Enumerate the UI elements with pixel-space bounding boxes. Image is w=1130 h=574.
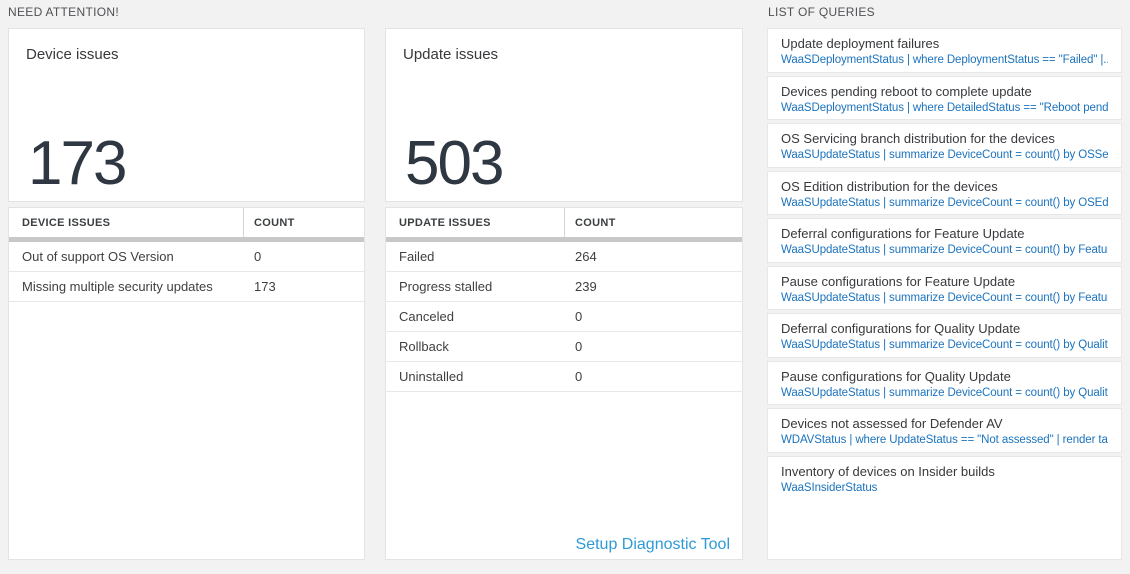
query-code-link[interactable]: WaaSUpdateStatus | summarize DeviceCount… xyxy=(781,291,1108,304)
query-item[interactable]: Devices pending reboot to complete updat… xyxy=(767,75,1122,120)
header-divider-bar xyxy=(9,237,364,242)
query-title: Update deployment failures xyxy=(781,36,940,51)
issue-label: Failed xyxy=(399,249,435,264)
query-code-link[interactable]: WaaSInsiderStatus xyxy=(781,481,878,494)
issue-count: 0 xyxy=(254,249,262,264)
header-divider-bar xyxy=(386,237,742,242)
device-table-col1-header: DEVICE ISSUES xyxy=(9,208,244,237)
update-issues-table: UPDATE ISSUES COUNT Failed 264 Progress … xyxy=(385,207,743,560)
issue-label: Out of support OS Version xyxy=(22,249,174,264)
query-code-link[interactable]: WaaSUpdateStatus | summarize DeviceCount… xyxy=(781,339,1108,351)
update-table-header: UPDATE ISSUES COUNT xyxy=(386,208,742,237)
query-code-link[interactable]: WaaSDeploymentStatus | where DeploymentS… xyxy=(781,54,1108,66)
issue-count: 173 xyxy=(254,279,276,294)
device-issues-table: DEVICE ISSUES COUNT Out of support OS Ve… xyxy=(8,207,365,560)
device-table-col2-header: COUNT xyxy=(254,216,295,229)
query-item[interactable]: Devices not assessed for Defender AV WDA… xyxy=(767,408,1122,453)
update-issues-title: Update issues xyxy=(403,46,499,63)
query-title: Pause configurations for Feature Update xyxy=(781,273,1016,289)
table-row[interactable]: Uninstalled 0 xyxy=(386,362,742,392)
query-title: OS Servicing branch distribution for the… xyxy=(781,131,1055,146)
query-code-link[interactable]: WaaSDeploymentStatus | where DetailedSta… xyxy=(781,101,1108,114)
table-row[interactable]: Rollback 0 xyxy=(386,332,742,362)
update-table-col2-header: COUNT xyxy=(575,216,616,229)
query-list: Update deployment failures WaaSDeploymen… xyxy=(767,28,1122,560)
query-code-link[interactable]: WaaSUpdateStatus | summarize DeviceCount… xyxy=(781,149,1108,161)
query-item[interactable]: Pause configurations for Quality Update … xyxy=(767,360,1122,405)
table-row[interactable]: Missing multiple security updates 173 xyxy=(9,272,364,302)
issue-label: Canceled xyxy=(399,309,454,324)
list-of-queries-header: LIST OF QUERIES xyxy=(768,5,875,19)
query-item[interactable]: OS Edition distribution for the devices … xyxy=(767,170,1122,215)
issue-label: Uninstalled xyxy=(399,369,464,384)
query-title: OS Edition distribution for the devices xyxy=(781,178,998,194)
issue-count: 0 xyxy=(575,369,583,384)
issue-count: 239 xyxy=(575,279,597,294)
query-title: Devices not assessed for Defender AV xyxy=(781,416,1003,431)
issue-count: 0 xyxy=(575,309,583,324)
update-issues-count: 503 xyxy=(405,129,504,198)
query-code-link[interactable]: WaaSUpdateStatus | summarize DeviceCount… xyxy=(781,386,1108,399)
query-item[interactable]: Pause configurations for Feature Update … xyxy=(767,265,1122,310)
device-issues-count: 173 xyxy=(28,129,127,198)
query-code-link[interactable]: WaaSUpdateStatus | summarize DeviceCount… xyxy=(781,244,1108,256)
query-item[interactable]: Deferral configurations for Quality Upda… xyxy=(767,313,1122,358)
table-row[interactable]: Canceled 0 xyxy=(386,302,742,332)
issue-label: Rollback xyxy=(399,339,449,354)
query-item[interactable]: Inventory of devices on Insider builds W… xyxy=(767,455,1122,560)
query-item[interactable]: Update deployment failures WaaSDeploymen… xyxy=(767,28,1122,73)
issue-count: 264 xyxy=(575,249,597,264)
query-title: Deferral configurations for Quality Upda… xyxy=(781,321,1021,336)
issue-label: Progress stalled xyxy=(399,279,493,294)
table-row[interactable]: Out of support OS Version 0 xyxy=(9,242,364,272)
table-row[interactable]: Failed 264 xyxy=(386,242,742,272)
table-row[interactable]: Progress stalled 239 xyxy=(386,272,742,302)
update-table-col1-header: UPDATE ISSUES xyxy=(386,208,565,237)
update-issues-tile[interactable]: Update issues 503 xyxy=(385,28,743,202)
query-title: Devices pending reboot to complete updat… xyxy=(781,83,1032,99)
query-title: Deferral configurations for Feature Upda… xyxy=(781,226,1025,241)
query-item[interactable]: OS Servicing branch distribution for the… xyxy=(767,123,1122,168)
device-table-header: DEVICE ISSUES COUNT xyxy=(9,208,364,237)
issue-label: Missing multiple security updates xyxy=(22,279,213,294)
query-code-link[interactable]: WDAVStatus | where UpdateStatus == "Not … xyxy=(781,434,1108,446)
device-issues-tile[interactable]: Device issues 173 xyxy=(8,28,365,202)
query-title: Inventory of devices on Insider builds xyxy=(781,463,995,479)
need-attention-header: NEED ATTENTION! xyxy=(8,5,119,19)
device-issues-title: Device issues xyxy=(26,46,119,63)
query-item[interactable]: Deferral configurations for Feature Upda… xyxy=(767,218,1122,263)
query-code-link[interactable]: WaaSUpdateStatus | summarize DeviceCount… xyxy=(781,196,1108,209)
setup-diagnostic-tool-link[interactable]: Setup Diagnostic Tool xyxy=(575,536,730,553)
query-title: Pause configurations for Quality Update xyxy=(781,368,1011,384)
issue-count: 0 xyxy=(575,339,583,354)
